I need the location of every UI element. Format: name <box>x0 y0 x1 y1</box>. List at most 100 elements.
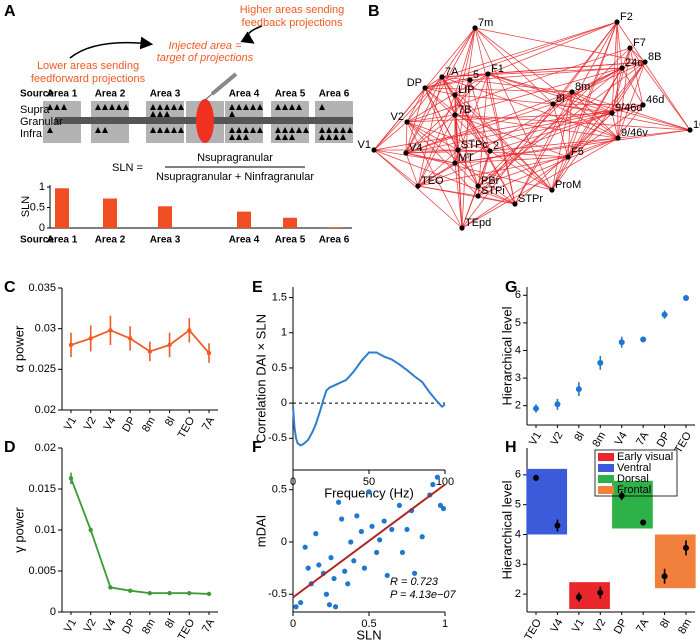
y-tick-label: 6 <box>515 469 521 481</box>
neuron <box>178 104 184 110</box>
x-tick-label: TEO <box>176 617 198 643</box>
edge <box>489 150 553 191</box>
neuron <box>54 104 60 110</box>
edge <box>405 152 553 191</box>
node <box>619 65 625 71</box>
node-label: MT <box>458 152 474 164</box>
point <box>358 528 364 535</box>
neuron <box>164 127 170 133</box>
point <box>374 549 380 556</box>
node-label: 7A <box>445 66 459 78</box>
x-tick-label: Area 2 <box>95 235 126 246</box>
neuron <box>296 127 302 133</box>
legend-swatch <box>598 464 614 472</box>
x-tick-label: DP <box>655 430 673 449</box>
edge <box>567 104 644 158</box>
node-label: 7m <box>478 17 493 29</box>
edge <box>406 121 491 152</box>
edge <box>487 61 646 75</box>
y-label: Hierarchical level <box>499 306 514 405</box>
neuron <box>95 127 101 133</box>
point <box>661 311 668 318</box>
arrow <box>69 36 154 59</box>
x-tick-label: Area 4 <box>229 235 260 246</box>
edge <box>417 162 456 187</box>
legend-label: Frontal <box>617 484 651 496</box>
x-tick-label: 8m <box>140 415 158 434</box>
series-line <box>70 478 210 595</box>
series-line <box>292 351 446 447</box>
x-tick-label: TEO <box>176 415 198 441</box>
point <box>331 575 337 582</box>
edge <box>373 149 463 229</box>
edge <box>552 103 644 106</box>
point <box>328 555 334 561</box>
panel-label: C <box>4 279 16 296</box>
node-label: F5 <box>571 146 584 158</box>
node-label: STPc <box>461 139 488 151</box>
node-label: 10 <box>693 119 700 131</box>
neuron <box>250 127 256 133</box>
point <box>68 476 74 481</box>
edge <box>373 87 426 151</box>
area-label: Area 1 <box>47 89 78 100</box>
note: feedforward projections <box>31 73 146 85</box>
node <box>627 45 633 51</box>
node <box>439 74 445 80</box>
edge <box>457 149 479 187</box>
edge <box>424 87 573 93</box>
edge <box>551 156 569 191</box>
x-tick-label: 50 <box>363 476 375 488</box>
edge <box>454 67 623 116</box>
point <box>187 590 192 596</box>
point <box>88 527 93 533</box>
edge <box>621 61 646 69</box>
panel-label: D <box>4 439 16 456</box>
group-box <box>654 534 696 589</box>
y-tick-label: -0.5 <box>268 588 287 600</box>
edge <box>454 114 691 131</box>
edge <box>406 121 459 151</box>
point <box>302 544 308 550</box>
neuron <box>275 104 281 110</box>
area-label: Area 4 <box>229 89 260 100</box>
point <box>187 328 192 333</box>
x-tick-label: 0.5 <box>361 618 376 630</box>
point <box>293 604 299 610</box>
neuron <box>47 127 53 133</box>
point <box>533 474 539 481</box>
node <box>687 127 693 133</box>
y-tick-label: 1 <box>39 181 45 193</box>
x-tick-label: V2 <box>82 617 99 635</box>
edge <box>489 112 613 152</box>
point <box>389 526 395 533</box>
x-tick-label: DP <box>120 617 138 636</box>
y-label: Hierarchical level <box>499 480 514 579</box>
edge <box>454 162 463 229</box>
edge <box>611 47 631 114</box>
point <box>147 590 153 596</box>
edge <box>552 67 623 105</box>
edge <box>461 156 569 229</box>
neuron <box>171 104 177 110</box>
node-label: 9/46v <box>621 127 648 139</box>
y-tick-label: 4 <box>515 344 521 356</box>
point <box>68 342 74 348</box>
point <box>533 405 539 412</box>
edge <box>406 87 426 123</box>
layer-label: Supra <box>20 104 50 116</box>
edge <box>611 67 623 114</box>
x-tick-label: 8l <box>163 415 178 428</box>
x-tick-label: V1 <box>62 415 79 433</box>
x-tick-label: Area 6 <box>319 235 350 246</box>
edge <box>469 79 491 152</box>
edge <box>552 61 646 105</box>
area-label: Area 2 <box>95 89 126 100</box>
panel-label: H <box>505 439 517 456</box>
neuron <box>229 111 235 117</box>
legend-label: Ventral <box>617 462 651 474</box>
node <box>472 25 478 31</box>
edge <box>373 149 516 205</box>
point <box>336 499 342 505</box>
edge <box>405 114 456 154</box>
